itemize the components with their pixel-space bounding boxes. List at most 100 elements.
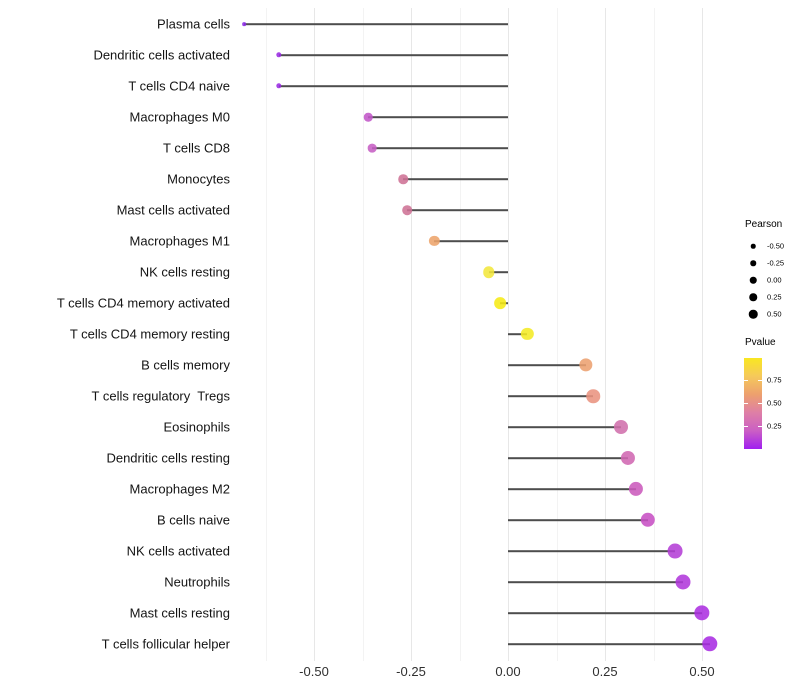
lollipop-stem bbox=[508, 364, 586, 366]
lollipop-dot bbox=[586, 389, 601, 403]
x-axis-tick-label: -0.25 bbox=[396, 664, 426, 679]
lollipop-dot bbox=[276, 83, 282, 89]
gridline-minor bbox=[265, 8, 267, 661]
category-label: T cells regulatory Tregs bbox=[91, 388, 230, 404]
lollipop-stem bbox=[434, 240, 508, 242]
category-label: T cells CD8 bbox=[163, 140, 230, 156]
category-label: B cells memory bbox=[141, 357, 230, 373]
lollipop-dot bbox=[578, 358, 593, 372]
lollipop-stem bbox=[372, 147, 508, 149]
legend-pearson-dot bbox=[750, 243, 756, 249]
gridline-major bbox=[702, 8, 703, 661]
lollipop-dot bbox=[429, 235, 440, 247]
category-label: NK cells resting bbox=[139, 264, 230, 280]
lollipop-stem bbox=[508, 488, 637, 490]
legend-pearson-item-label: -0.25 bbox=[767, 258, 785, 268]
pvalue-colorbar-tick bbox=[744, 403, 748, 404]
lollipop-dot bbox=[667, 543, 683, 559]
pvalue-colorbar bbox=[744, 358, 762, 449]
lollipop-stem bbox=[508, 550, 675, 552]
category-label: Macrophages M2 bbox=[129, 481, 230, 497]
legend-pearson-item-label: 0.50 bbox=[767, 309, 782, 319]
category-label: Dendritic cells activated bbox=[93, 47, 230, 63]
lollipop-dot bbox=[621, 450, 636, 466]
lollipop-stem bbox=[368, 116, 508, 118]
lollipop-stem bbox=[508, 426, 621, 428]
pvalue-colorbar-tick bbox=[744, 380, 748, 381]
lollipop-stem bbox=[407, 209, 508, 211]
legend-pearson-dot bbox=[750, 260, 756, 266]
lollipop-stem bbox=[244, 23, 508, 25]
lollipop-dot bbox=[276, 52, 282, 58]
gridline-major bbox=[605, 8, 606, 661]
category-label: T cells follicular helper bbox=[101, 636, 230, 652]
category-label: Macrophages M0 bbox=[129, 109, 230, 125]
lollipop-dot bbox=[242, 22, 246, 26]
lollipop-stem bbox=[508, 643, 710, 645]
lollipop-stem bbox=[508, 457, 629, 459]
category-label: Plasma cells bbox=[157, 16, 230, 32]
pvalue-colorbar-label: 0.50 bbox=[767, 398, 782, 408]
gridline-minor bbox=[556, 8, 558, 661]
category-label: B cells naive bbox=[157, 512, 230, 528]
lollipop-stem bbox=[279, 85, 508, 87]
lollipop-dot bbox=[364, 112, 373, 122]
lollipop-dot bbox=[402, 205, 412, 215]
category-label: T cells CD4 naive bbox=[128, 78, 230, 94]
pvalue-colorbar-tick bbox=[758, 426, 762, 427]
category-label: Mast cells activated bbox=[116, 202, 230, 218]
gridline-minor bbox=[653, 8, 655, 661]
legend-pearson-dot bbox=[749, 293, 757, 301]
lollipop-dot bbox=[640, 512, 655, 528]
gridline-minor bbox=[459, 8, 461, 661]
lollipop-dot bbox=[398, 174, 408, 184]
legend-pearson-dot bbox=[748, 309, 758, 319]
category-label: T cells CD4 memory resting bbox=[69, 326, 230, 342]
lollipop-stem bbox=[403, 178, 508, 180]
gridline-major bbox=[411, 8, 412, 661]
lollipop-dot bbox=[494, 297, 507, 309]
lollipop-dot bbox=[613, 420, 628, 434]
category-label: Monocytes bbox=[167, 171, 230, 187]
lollipop-dot bbox=[521, 327, 534, 341]
gridline-minor bbox=[362, 8, 364, 661]
legend-pearson-item-label: 0.00 bbox=[767, 275, 782, 285]
x-axis-tick-label: 0.25 bbox=[592, 664, 618, 679]
lollipop-stem bbox=[508, 612, 702, 614]
legend-pearson-title: Pearson bbox=[745, 219, 783, 230]
lollipop-stem bbox=[279, 54, 508, 56]
x-axis-tick-label: -0.50 bbox=[299, 664, 329, 679]
lollipop-dot bbox=[628, 481, 644, 497]
category-label: Neutrophils bbox=[164, 574, 230, 590]
pvalue-colorbar-label: 0.25 bbox=[767, 421, 782, 431]
legend-pearson-item-label: 0.25 bbox=[767, 292, 782, 302]
category-label: Eosinophils bbox=[163, 419, 231, 435]
category-label: Mast cells resting bbox=[129, 605, 230, 621]
lollipop-dot bbox=[702, 636, 718, 652]
category-label: NK cells activated bbox=[126, 543, 230, 559]
lollipop-stem bbox=[488, 271, 508, 273]
legend-pearson-dot bbox=[749, 276, 757, 284]
pvalue-colorbar-tick bbox=[758, 380, 762, 381]
lollipop-stem bbox=[508, 333, 528, 335]
pvalue-colorbar-label: 0.75 bbox=[767, 375, 782, 385]
lollipop-dot bbox=[694, 605, 710, 621]
pvalue-colorbar-tick bbox=[744, 426, 748, 427]
legend-pearson-item-label: -0.50 bbox=[767, 241, 785, 251]
lollipop-dot bbox=[675, 574, 691, 590]
lollipop-stem bbox=[508, 581, 683, 583]
x-axis-tick-label: 0.00 bbox=[495, 664, 521, 679]
legend-pvalue-title: Pvalue bbox=[745, 337, 776, 348]
category-label: T cells CD4 memory activated bbox=[56, 295, 230, 311]
x-axis-tick-label: 0.50 bbox=[689, 664, 715, 679]
category-label: Macrophages M1 bbox=[129, 233, 230, 249]
category-label: Dendritic cells resting bbox=[106, 450, 230, 466]
lollipop-stem bbox=[508, 395, 594, 397]
gridline-major bbox=[314, 8, 315, 661]
lollipop-dot bbox=[482, 266, 495, 278]
